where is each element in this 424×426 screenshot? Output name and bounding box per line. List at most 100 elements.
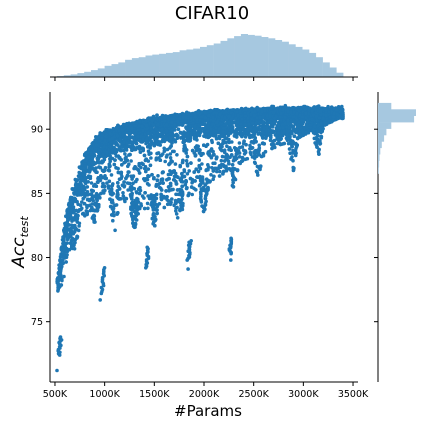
scatter-point xyxy=(248,150,253,155)
x-histogram-bar xyxy=(247,34,255,77)
scatter-point xyxy=(91,189,95,193)
scatter-point xyxy=(152,176,156,181)
scatter-point xyxy=(273,145,277,150)
x-histogram-bar xyxy=(200,46,208,77)
scatter-point xyxy=(180,180,185,184)
scatter-point xyxy=(108,164,112,168)
scatter-point xyxy=(305,120,310,125)
scatter-point xyxy=(234,135,239,139)
scatter-point xyxy=(67,247,72,252)
scatter-point xyxy=(155,204,160,208)
scatter-point xyxy=(217,174,222,178)
y-histogram-bar xyxy=(378,167,379,174)
scatter-point xyxy=(227,161,231,166)
scatter-point xyxy=(319,134,324,139)
scatter-point xyxy=(75,216,80,221)
scatter-point xyxy=(184,151,188,155)
scatter-point xyxy=(89,181,94,185)
y-histogram-bar xyxy=(378,141,382,149)
scatter-point xyxy=(212,174,216,179)
scatter-point xyxy=(103,154,108,159)
scatter-point xyxy=(153,223,157,228)
x-histogram-bar xyxy=(302,49,310,77)
y-histogram-bar xyxy=(378,109,416,116)
scatter-point xyxy=(60,278,64,283)
scatter-point xyxy=(109,173,114,177)
scatter-point xyxy=(219,158,224,163)
scatter-point xyxy=(173,139,178,144)
scatter-point xyxy=(172,169,176,173)
scatter-point xyxy=(97,151,101,155)
scatter-point xyxy=(318,139,322,144)
scatter-point xyxy=(281,130,286,135)
scatter-point xyxy=(242,139,246,143)
scatter-point xyxy=(223,155,227,159)
scatter-point xyxy=(180,171,184,176)
scatter-point xyxy=(244,142,248,147)
scatter-point xyxy=(198,174,202,179)
scatter-plot-area xyxy=(55,103,345,373)
scatter-point xyxy=(154,156,159,160)
scatter-point xyxy=(257,166,261,170)
scatter-point xyxy=(117,156,121,160)
scatter-point xyxy=(100,168,105,173)
scatter-point xyxy=(101,181,105,186)
x-histogram-bar xyxy=(329,67,337,77)
x-histogram-bar xyxy=(268,38,276,77)
scatter-point xyxy=(162,205,167,210)
scatter-point xyxy=(129,159,133,163)
scatter-point xyxy=(175,188,180,192)
scatter-point xyxy=(120,163,124,167)
scatter-point xyxy=(184,179,188,183)
scatter-point xyxy=(197,165,202,170)
scatter-point xyxy=(150,173,154,177)
scatter-point xyxy=(110,148,114,153)
scatter-point xyxy=(107,179,112,184)
scatter-point xyxy=(142,177,146,181)
scatter-point xyxy=(174,174,179,179)
x-histogram-bar xyxy=(91,70,99,77)
scatter-point xyxy=(99,191,103,196)
scatter-point xyxy=(155,211,159,216)
scatter-point xyxy=(143,166,147,171)
scatter-point xyxy=(137,191,142,196)
scatter-point xyxy=(248,126,253,131)
scatter-point xyxy=(182,168,186,172)
scatter-point xyxy=(173,162,178,166)
scatter-point xyxy=(237,141,242,145)
scatter-point xyxy=(208,179,212,184)
scatter-point xyxy=(215,169,219,174)
scatter-point xyxy=(148,163,153,168)
scatter-point xyxy=(137,187,142,192)
scatter-point xyxy=(250,133,255,138)
scatter-point xyxy=(149,139,153,144)
scatter-point xyxy=(290,151,295,155)
scatter-point xyxy=(62,274,66,279)
scatter-point xyxy=(172,178,177,182)
x-histogram-bar xyxy=(172,52,180,77)
scatter-point xyxy=(209,173,213,177)
scatter-point xyxy=(221,141,225,146)
scatter-point xyxy=(140,194,145,198)
scatter-point xyxy=(194,188,198,192)
y-histogram-bar xyxy=(378,154,380,161)
scatter-point xyxy=(230,166,235,171)
scatter-point xyxy=(198,129,203,134)
scatter-point xyxy=(78,203,83,207)
scatter-point xyxy=(249,140,254,144)
scatter-point xyxy=(290,131,294,136)
x-histogram-bar xyxy=(111,64,119,77)
scatter-point xyxy=(167,176,171,181)
x-histogram-bar xyxy=(193,48,201,77)
scatter-point xyxy=(155,151,159,156)
x-histogram-bar xyxy=(281,41,289,77)
y-histogram-bar xyxy=(378,135,385,142)
scatter-point xyxy=(201,209,206,214)
scatter-point xyxy=(176,127,181,131)
scatter-point xyxy=(243,149,248,153)
scatter-point xyxy=(151,200,155,205)
scatter-point xyxy=(291,167,296,172)
scatter-point xyxy=(93,220,97,224)
scatter-point xyxy=(248,143,252,148)
